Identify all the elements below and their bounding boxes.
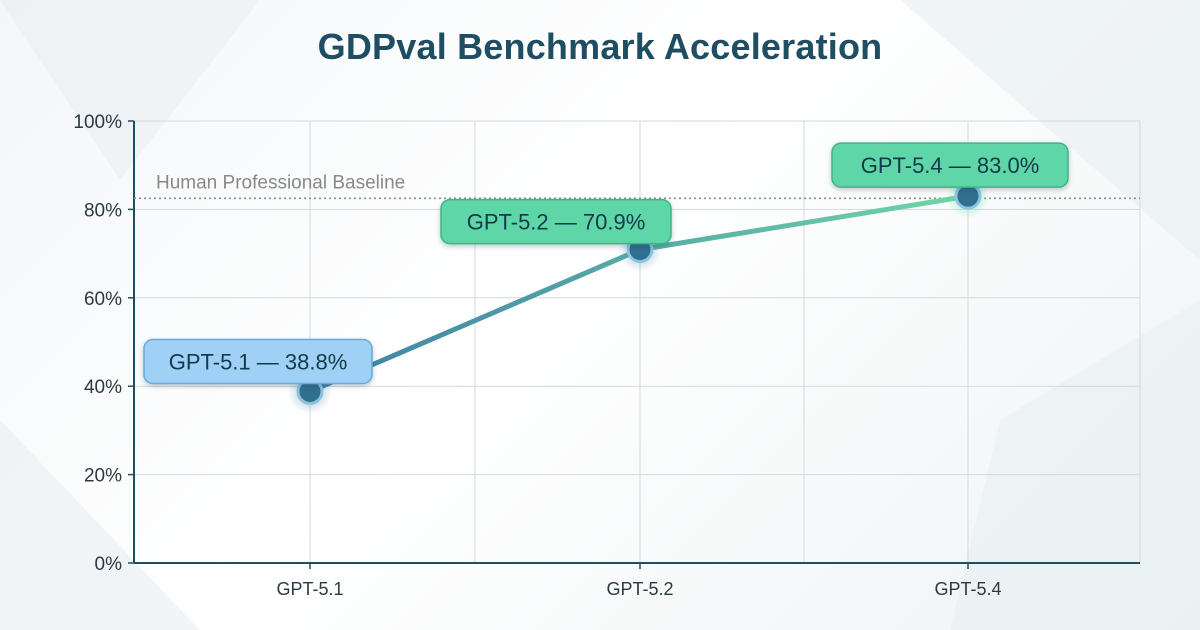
x-tick-label: GPT-5.4: [934, 579, 1001, 599]
y-tick-label: 60%: [84, 289, 122, 310]
data-label-text: GPT-5.1 — 38.8%: [169, 350, 348, 375]
y-tick-label: 80%: [84, 200, 122, 221]
y-tick-label: 100%: [73, 112, 122, 133]
y-tick-label: 20%: [84, 466, 122, 487]
data-label-callout: GPT-5.4 — 83.0%: [831, 142, 1069, 188]
human-baseline-label: Human Professional Baseline: [156, 172, 405, 193]
data-label-callouts: GPT-5.1 — 38.8% GPT-5.2 — 70.9% GPT-5.4 — …: [143, 142, 1069, 385]
data-label-text: GPT-5.4 — 83.0%: [861, 153, 1040, 178]
y-tick-label: 0%: [95, 554, 123, 575]
y-tick-label: 40%: [84, 377, 122, 398]
x-tick-label: GPT-5.2: [606, 579, 673, 599]
data-label-callout: GPT-5.1 — 38.8%: [143, 338, 373, 385]
data-label-text: GPT-5.2 — 70.9%: [467, 210, 646, 235]
data-label-box: [831, 142, 1069, 188]
data-label-box: [143, 338, 373, 385]
data-label-box: [440, 198, 672, 245]
chart-title: GDPval Benchmark Acceleration: [317, 26, 883, 67]
axes: 0% 20% 40% 60% 80% 100% GPT-5.1 GPT-5.2 GPT-5.4: [73, 112, 1140, 599]
reference-line-group: Human Professional Baseline: [134, 172, 1140, 200]
data-label-callout: GPT-5.2 — 70.9%: [440, 198, 672, 245]
x-tick-label: GPT-5.1: [276, 579, 343, 599]
